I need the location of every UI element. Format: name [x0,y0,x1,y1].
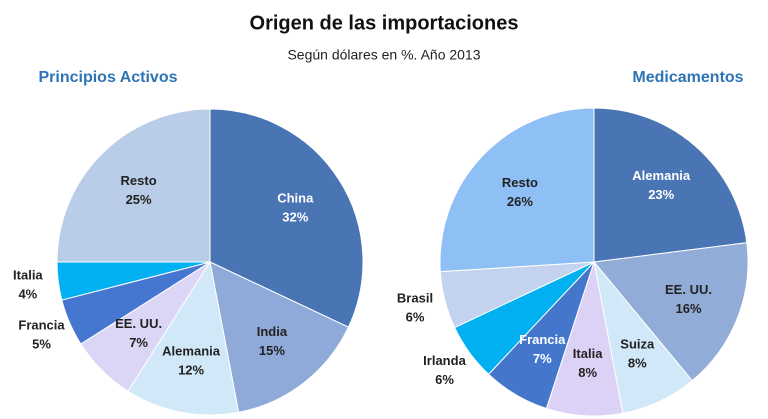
chart-title: Origen de las importaciones [250,12,519,34]
slice-label: EE. UU. [115,316,162,331]
pie-slice [209,108,364,328]
slice-value-label: 15% [259,343,285,358]
slice-label: India [257,324,288,339]
slice-value-label: 8% [628,355,647,370]
slice-label: Italia [13,267,43,282]
slice-value-label: 26% [507,194,533,209]
slice-label: Resto [502,175,538,190]
slice-label: Suiza [620,336,655,351]
chart-subtitle: Según dólares en %. Año 2013 [287,47,480,63]
slice-value-label: 25% [126,192,152,207]
slice-label: Italia [573,346,603,361]
pie-slice [593,107,748,263]
slice-label: Francia [519,332,566,347]
pie-slice [127,260,240,416]
pie-slice [439,107,595,273]
slice-value-label: 8% [578,365,597,380]
slice-value-label: 12% [178,363,204,378]
slice-label: Irlanda [423,353,466,368]
pie-slice [593,242,749,382]
slice-value-label: 16% [675,301,701,316]
slice-label: Francia [18,317,65,332]
pie-slice [56,108,211,263]
slice-value-label: 6% [406,309,425,324]
pie-title: Principios Activos [39,69,178,86]
slice-label: Brasil [397,290,433,305]
slice-value-label: 6% [435,372,454,387]
pie-title: Medicamentos [632,69,743,86]
pie-slice [209,261,350,413]
slice-value-label: 23% [648,187,674,202]
slice-label: Resto [121,173,157,188]
slice-label: China [277,190,314,205]
slice-value-label: 7% [129,335,148,350]
slice-value-label: 7% [533,351,552,366]
slice-value-label: 4% [18,286,37,301]
slice-label: EE. UU. [665,282,712,297]
slice-label: Alemania [162,344,221,359]
slice-value-label: 32% [282,209,308,224]
slice-value-label: 5% [32,336,51,351]
slice-label: Alemania [632,168,691,183]
